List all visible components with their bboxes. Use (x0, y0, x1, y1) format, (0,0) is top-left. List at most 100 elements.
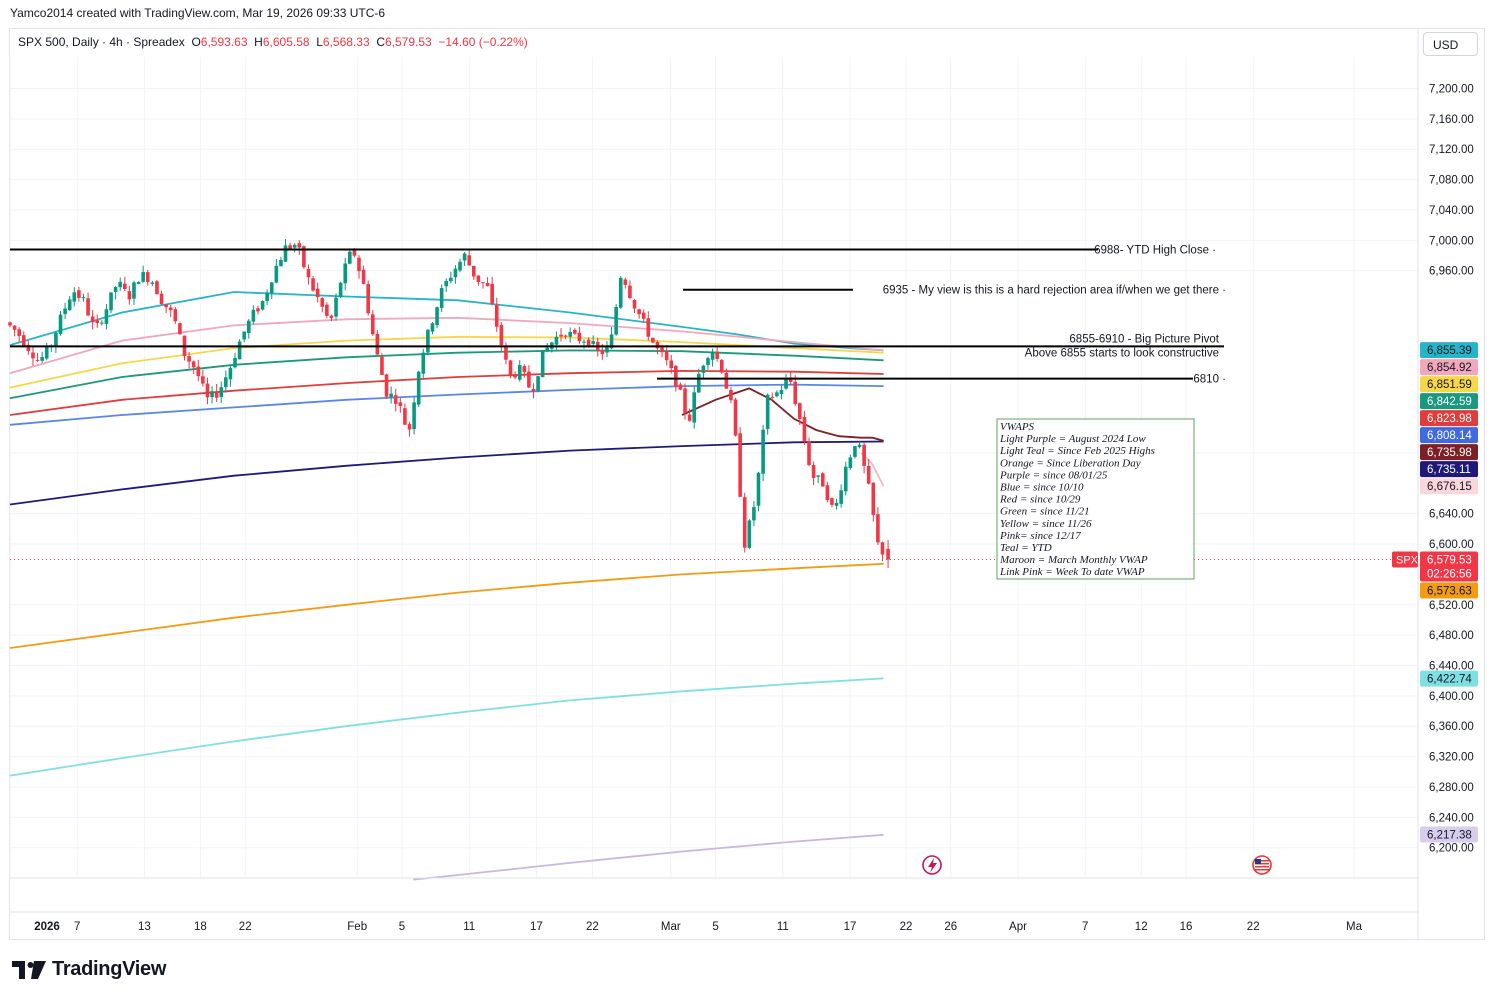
candle-body (531, 389, 536, 392)
price-tick-label: 6,480.00 (1429, 630, 1474, 642)
candle-body (554, 336, 559, 345)
high-label: H (254, 35, 263, 49)
price-tag-label: 6,579.53 (1427, 555, 1472, 567)
price-tick-label: 6,520.00 (1429, 600, 1474, 612)
price-tick-label: 6,320.00 (1429, 752, 1474, 764)
candle-body (752, 507, 756, 521)
price-tag (1420, 376, 1478, 393)
price-tag-label: 6,735.98 (1427, 447, 1472, 459)
candle-body (430, 323, 435, 332)
candle-body (219, 387, 224, 398)
candle-body (352, 249, 357, 256)
candle-body (798, 403, 802, 419)
vwap-line (413, 833, 884, 881)
time-tick-label: 17 (844, 921, 857, 933)
time-tick-label: 22 (1247, 921, 1260, 933)
candle-body (320, 298, 325, 307)
price-tag (1420, 342, 1478, 359)
candle-body (788, 377, 793, 382)
symbol-tag-label: SPX (1396, 555, 1419, 567)
candle-body (733, 399, 738, 436)
price-tag-label: 6,735.11 (1427, 464, 1471, 476)
candle-body (95, 320, 100, 324)
candle-body (568, 331, 573, 337)
legend-box (996, 418, 1195, 580)
candle-body (187, 356, 191, 362)
candle-body (279, 259, 283, 267)
vwap-line (9, 291, 884, 352)
candle-body (113, 286, 118, 292)
candle-body (398, 402, 403, 406)
candle-body (54, 332, 58, 347)
candle-body (853, 446, 857, 457)
chart-caption: Yamco2014 created with TradingView.com, … (10, 6, 386, 20)
candle-body (623, 279, 628, 285)
candle-body (710, 351, 715, 360)
candle-body (719, 359, 724, 373)
candle-body (765, 394, 770, 429)
price-tick-label: 7,040.00 (1429, 205, 1474, 217)
candle-body (886, 548, 890, 560)
vwap-lines (9, 291, 885, 881)
price-tick-label: 6,440.00 (1429, 660, 1474, 672)
candle-body (706, 358, 710, 365)
us-flag-stripe (1255, 863, 1269, 865)
tradingview-logo-icon (12, 960, 46, 979)
open-label: O (191, 35, 201, 49)
lightning-icon[interactable] (922, 855, 942, 875)
candle-body (664, 351, 669, 361)
tradingview-logo[interactable]: TradingView (12, 958, 166, 981)
candle-body (421, 352, 426, 374)
candle-body (775, 392, 779, 397)
candle-body (839, 490, 843, 504)
candle-body (701, 365, 706, 373)
candle-body (191, 361, 196, 368)
candle-body (563, 335, 568, 337)
candle-body (830, 498, 834, 505)
candle-body (834, 502, 839, 506)
candle-body (274, 265, 279, 283)
candle-body (591, 341, 595, 344)
candle-body (118, 281, 123, 288)
candle-body (816, 475, 820, 477)
price-tag (1420, 478, 1478, 495)
candle-body (462, 253, 467, 261)
close-label: C (376, 35, 385, 49)
us-flag-icon[interactable] (1252, 855, 1272, 875)
vwap-line (9, 440, 884, 506)
candle-body (779, 389, 784, 394)
legend-line: Green = since 11/21 (1000, 506, 1090, 518)
symbol-name[interactable]: SPX 500, Daily · 4h · Spreadex (18, 35, 185, 49)
candle-body (545, 347, 550, 352)
chart-icons (922, 855, 1272, 875)
candle-body (329, 315, 334, 319)
candle-body (288, 245, 292, 249)
price-tag-label: 6,855.39 (1427, 345, 1472, 357)
us-flag-stripe (1255, 869, 1269, 871)
candle-body (866, 465, 871, 484)
us-flag-icon-ring (1252, 855, 1272, 875)
candle-body (738, 433, 742, 497)
candle-body (715, 351, 719, 359)
candle-body (168, 307, 173, 311)
time-tick-label: 7 (74, 921, 80, 933)
price-tag-label: 6,823.98 (1427, 413, 1472, 425)
candle-body (136, 281, 141, 284)
legend-line: Link Pink = Week To date VWAP (999, 566, 1145, 578)
candle-body (233, 357, 237, 368)
candle-body (35, 360, 40, 362)
candle-body (123, 283, 127, 290)
candle-body (458, 261, 462, 271)
candle-body (651, 337, 655, 343)
price-tick-label: 6,600.00 (1429, 539, 1474, 551)
price-tag-label: 6,842.59 (1427, 396, 1472, 408)
low-value: 6,568.33 (322, 35, 370, 49)
candle-body (605, 346, 609, 353)
candle-body (375, 333, 380, 355)
price-tag-label: 6,808.14 (1427, 430, 1472, 442)
candle-body (504, 346, 508, 360)
candle-body (517, 364, 522, 380)
currency-button[interactable]: USD (1423, 32, 1478, 56)
candle-body (31, 352, 35, 359)
